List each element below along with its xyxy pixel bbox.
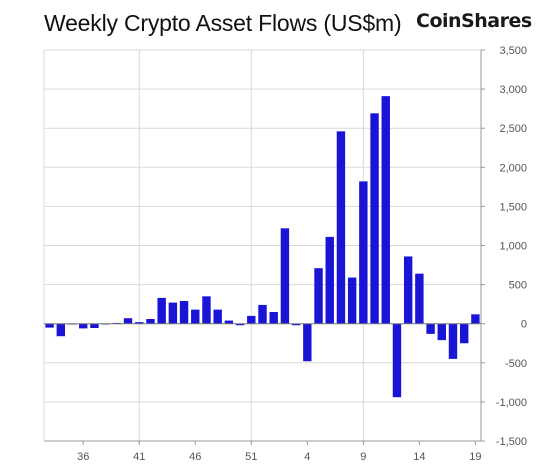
y-tick-label: -1,000 (496, 397, 527, 409)
x-tick-label: 4 (304, 451, 310, 463)
flow-bar (325, 236, 334, 324)
flow-bar (314, 268, 323, 324)
flow-bar (359, 181, 368, 324)
flow-bar (336, 131, 346, 324)
flow-bar (392, 323, 402, 398)
flow-bar (135, 322, 144, 324)
axis-layer (43, 49, 485, 445)
bars-layer (45, 96, 480, 398)
x-tick-label: 36 (77, 451, 89, 463)
y-tick-label: 2,000 (499, 162, 527, 174)
flow-bar (146, 319, 155, 324)
y-tick-label: 500 (509, 280, 527, 292)
flow-bar (437, 323, 446, 341)
flow-bar (448, 323, 458, 359)
flow-bar (247, 315, 256, 324)
flow-bar (258, 304, 267, 324)
y-tick-label: 1,000 (499, 241, 527, 253)
flow-bar (157, 297, 166, 324)
flow-bar (45, 323, 54, 328)
flow-bar (213, 309, 222, 324)
flow-bar (224, 320, 234, 324)
flow-bar (347, 277, 357, 324)
x-tick-label: 14 (413, 451, 425, 463)
flow-bar (381, 96, 390, 324)
flow-bar (471, 314, 480, 324)
flow-bar (415, 273, 424, 324)
labels-layer: 3,500 3,000 2,500 2,000 1,500 1,000 500 0 -500 -1… (77, 45, 527, 463)
x-tick-label: 51 (245, 451, 257, 463)
flow-bar (235, 323, 245, 326)
y-tick-label: 0 (521, 319, 527, 331)
x-tick-label: 9 (360, 451, 366, 463)
y-tick-label: -500 (505, 358, 527, 370)
flow-bar (280, 228, 290, 324)
flow-bar (123, 318, 133, 324)
flow-bar (303, 323, 312, 362)
grid-layer (44, 50, 481, 441)
flow-bar (191, 309, 200, 324)
flow-bar (179, 301, 189, 324)
chart-title: Weekly Crypto Asset Flows (US$m) (44, 10, 402, 36)
flow-bar (291, 323, 301, 326)
flow-bar (90, 323, 99, 329)
flow-bar (403, 256, 413, 324)
y-tick-label: 3,500 (499, 45, 527, 57)
y-tick-label: 1,500 (499, 201, 527, 213)
flow-bar (56, 323, 66, 337)
coinshares-logo: CoinShares (416, 10, 532, 32)
x-tick-label: 41 (133, 451, 145, 463)
x-tick-label: 46 (189, 451, 201, 463)
flow-bar (269, 311, 278, 324)
flow-bar (370, 113, 379, 324)
x-tick-label: 19 (469, 451, 481, 463)
flow-bar (459, 323, 469, 344)
y-tick-label: -1,500 (496, 436, 527, 448)
y-tick-label: 3,000 (499, 84, 527, 96)
y-tick-label: 2,500 (499, 123, 527, 135)
flow-bar (79, 323, 88, 329)
flow-bar (426, 323, 435, 334)
flow-bar (168, 302, 178, 324)
flow-bar (202, 296, 211, 324)
